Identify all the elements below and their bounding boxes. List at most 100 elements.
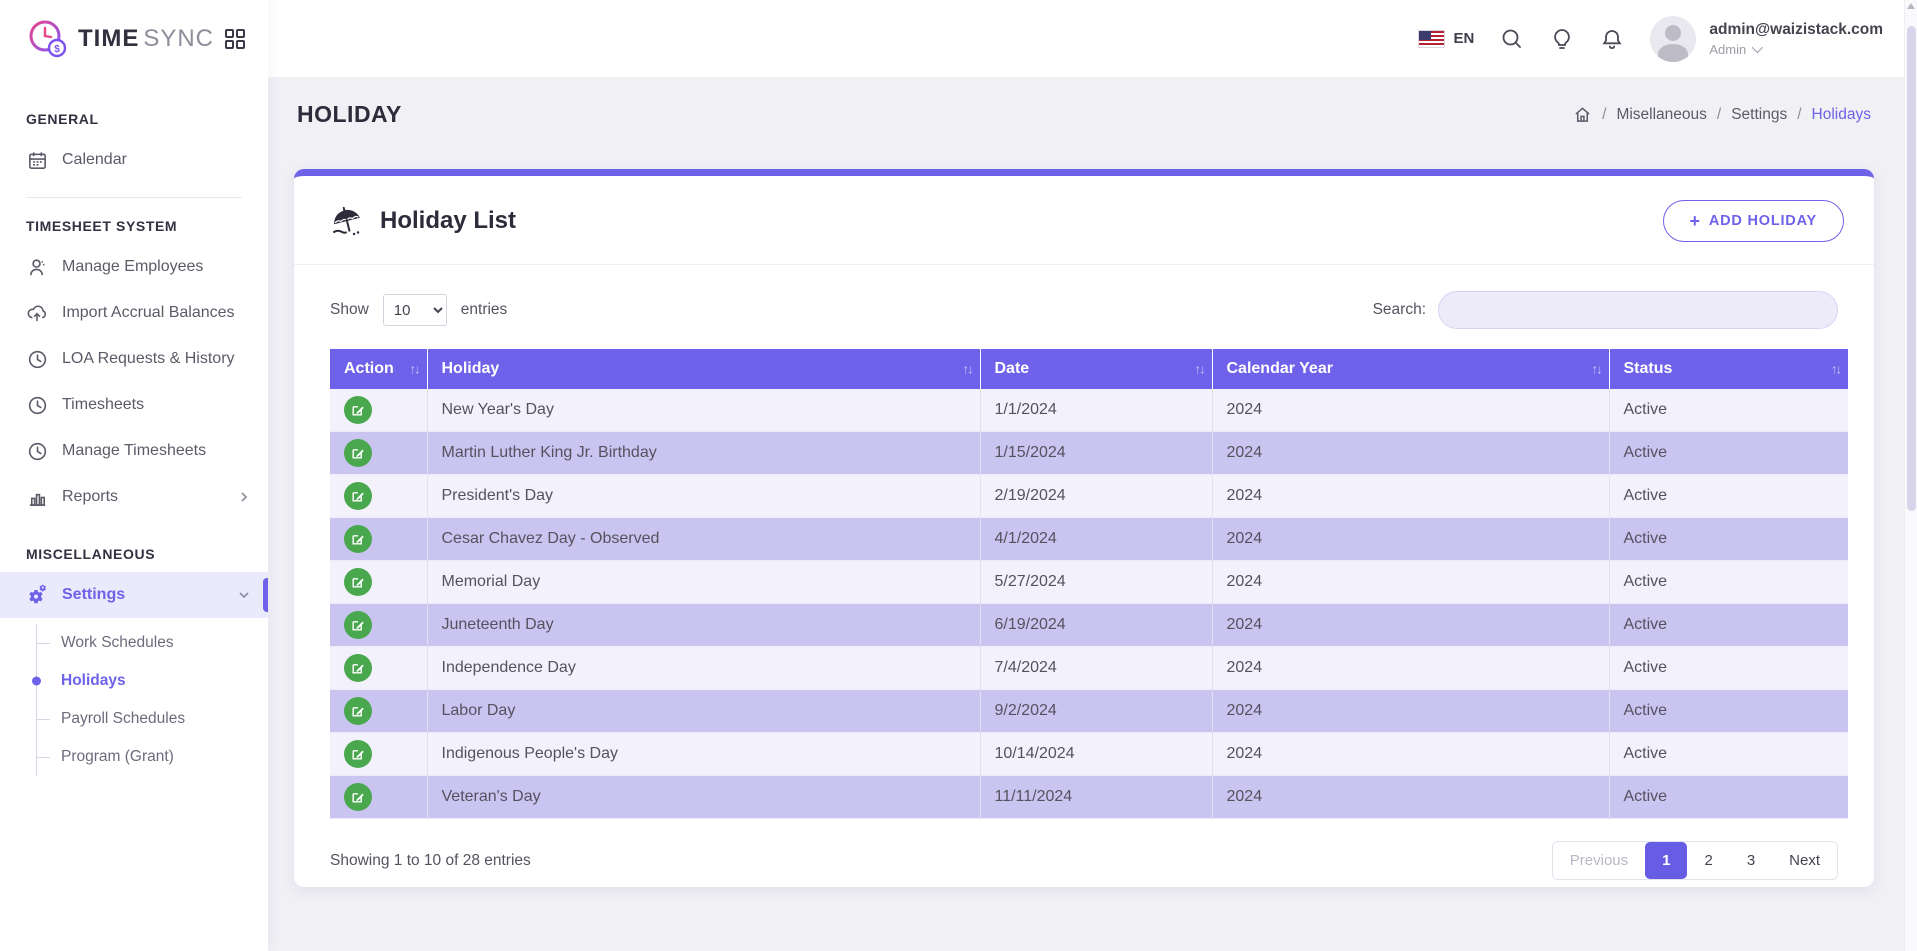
search-icon[interactable] [1500, 27, 1524, 51]
page-button-1[interactable]: 1 [1645, 842, 1687, 879]
brand-name: TIMESYNC [78, 25, 224, 53]
date-cell: 5/27/2024 [980, 561, 1212, 604]
edit-pencil-icon [350, 660, 366, 676]
bell-notifications-icon[interactable] [1600, 27, 1624, 51]
sidebar-item-reports[interactable]: Reports [0, 474, 268, 520]
holiday-cell: Martin Luther King Jr. Birthday [427, 432, 980, 475]
user-email: admin@waizistack.com [1709, 21, 1883, 39]
plus-icon: + [1690, 212, 1701, 230]
action-cell [330, 432, 427, 475]
table-row: Veteran's Day 11/11/2024 2024 Active [330, 776, 1848, 819]
sidebar-collapse-grid-icon[interactable] [224, 28, 246, 50]
user-role: Admin [1709, 42, 1883, 57]
date-cell: 2/19/2024 [980, 475, 1212, 518]
search-input[interactable] [1438, 291, 1838, 329]
edit-row-button[interactable] [344, 568, 372, 596]
edit-row-button[interactable] [344, 783, 372, 811]
user-menu[interactable]: admin@waizistack.com Admin [1650, 16, 1883, 62]
breadcrumb-miscellaneous[interactable]: Misellaneous [1616, 106, 1706, 124]
avatar [1650, 16, 1696, 62]
action-cell [330, 647, 427, 690]
edit-row-button[interactable] [344, 439, 372, 467]
status-cell: Active [1609, 518, 1848, 561]
holiday-list-card: Holiday List + ADD HOLIDAY Show 10 entri… [294, 169, 1874, 887]
date-cell: 10/14/2024 [980, 733, 1212, 776]
sidebar-item-label: Reports [62, 488, 118, 506]
sidebar-item-manage-employees[interactable]: Manage Employees [0, 244, 268, 290]
edit-pencil-icon [350, 617, 366, 633]
status-cell: Active [1609, 604, 1848, 647]
scrollbar-up-arrow-icon[interactable] [1907, 3, 1915, 9]
main-content: HOLIDAY / Misellaneous / Settings / Holi… [268, 77, 1917, 951]
settings-subnav: Work Schedules Holidays Payroll Schedule… [36, 624, 268, 776]
edit-row-button[interactable] [344, 611, 372, 639]
edit-row-button[interactable] [344, 740, 372, 768]
date-cell: 7/4/2024 [980, 647, 1212, 690]
action-cell [330, 604, 427, 647]
calendar-year-cell: 2024 [1212, 733, 1609, 776]
sidebar-item-payroll-schedules[interactable]: Payroll Schedules [37, 700, 268, 738]
brand-name-secondary: SYNC [143, 25, 214, 52]
table-row: Cesar Chavez Day - Observed 4/1/2024 202… [330, 518, 1848, 561]
holiday-table-body: New Year's Day 1/1/2024 2024 Active Mart… [330, 389, 1848, 819]
sort-icon[interactable]: ↑↓ [410, 362, 419, 377]
edit-row-button[interactable] [344, 697, 372, 725]
action-cell [330, 561, 427, 604]
sidebar-item-settings[interactable]: Settings [0, 572, 268, 618]
show-label: Show [330, 301, 369, 319]
bar-chart-icon [26, 486, 48, 508]
entries-label: entries [461, 301, 508, 319]
chevron-right-icon [238, 491, 250, 503]
sort-icon[interactable]: ↑↓ [963, 362, 972, 377]
sidebar-item-program-grant[interactable]: Program (Grant) [37, 738, 268, 776]
page-button-3[interactable]: 3 [1730, 842, 1772, 879]
sidebar-item-timesheets[interactable]: Timesheets [0, 382, 268, 428]
next-page-button[interactable]: Next [1772, 842, 1837, 879]
calendar-year-cell: 2024 [1212, 389, 1609, 432]
section-title-general: GENERAL [0, 111, 268, 137]
column-header-date[interactable]: Date↑↓ [980, 349, 1212, 389]
scrollbar-thumb[interactable] [1907, 26, 1916, 511]
sort-icon[interactable]: ↑↓ [1592, 362, 1601, 377]
edit-row-button[interactable] [344, 396, 372, 424]
sidebar-item-calendar[interactable]: Calendar [0, 137, 268, 183]
date-cell: 6/19/2024 [980, 604, 1212, 647]
breadcrumb-settings[interactable]: Settings [1731, 106, 1787, 124]
clock-dollar-logo-icon: $ [26, 17, 70, 61]
edit-pencil-icon [350, 402, 366, 418]
sidebar-item-holidays[interactable]: Holidays [37, 662, 268, 700]
clock-icon [26, 348, 48, 370]
sort-icon[interactable]: ↑↓ [1831, 362, 1840, 377]
calendar-year-cell: 2024 [1212, 604, 1609, 647]
lightbulb-theme-icon[interactable] [1550, 27, 1574, 51]
calendar-year-cell: 2024 [1212, 432, 1609, 475]
page-button-2[interactable]: 2 [1687, 842, 1729, 879]
holiday-cell: Labor Day [427, 690, 980, 733]
clock-icon [26, 394, 48, 416]
table-row: Juneteenth Day 6/19/2024 2024 Active [330, 604, 1848, 647]
add-holiday-button[interactable]: + ADD HOLIDAY [1663, 200, 1844, 242]
page-size-select[interactable]: 10 [383, 294, 447, 326]
table-header-row: Action↑↓ Holiday↑↓ Date↑↓ Calendar Year↑… [330, 349, 1848, 389]
sidebar-item-loa-requests[interactable]: LOA Requests & History [0, 336, 268, 382]
section-title-timesheet-system: TIMESHEET SYSTEM [0, 218, 268, 244]
status-cell: Active [1609, 776, 1848, 819]
home-icon[interactable] [1573, 105, 1592, 124]
sidebar-item-import-accrual-balances[interactable]: Import Accrual Balances [0, 290, 268, 336]
sort-icon[interactable]: ↑↓ [1195, 362, 1204, 377]
holiday-cell: Cesar Chavez Day - Observed [427, 518, 980, 561]
language-switcher[interactable]: EN [1418, 30, 1475, 48]
edit-row-button[interactable] [344, 482, 372, 510]
add-holiday-button-label: ADD HOLIDAY [1709, 213, 1817, 229]
previous-page-button[interactable]: Previous [1553, 842, 1645, 879]
beach-umbrella-icon [330, 204, 364, 238]
edit-row-button[interactable] [344, 654, 372, 682]
column-header-calendar-year[interactable]: Calendar Year↑↓ [1212, 349, 1609, 389]
column-header-holiday[interactable]: Holiday↑↓ [427, 349, 980, 389]
sidebar-item-work-schedules[interactable]: Work Schedules [37, 624, 268, 662]
sidebar-item-manage-timesheets[interactable]: Manage Timesheets [0, 428, 268, 474]
column-header-action[interactable]: Action↑↓ [330, 349, 427, 389]
edit-row-button[interactable] [344, 525, 372, 553]
column-header-status[interactable]: Status↑↓ [1609, 349, 1848, 389]
vertical-scrollbar[interactable] [1904, 0, 1917, 951]
